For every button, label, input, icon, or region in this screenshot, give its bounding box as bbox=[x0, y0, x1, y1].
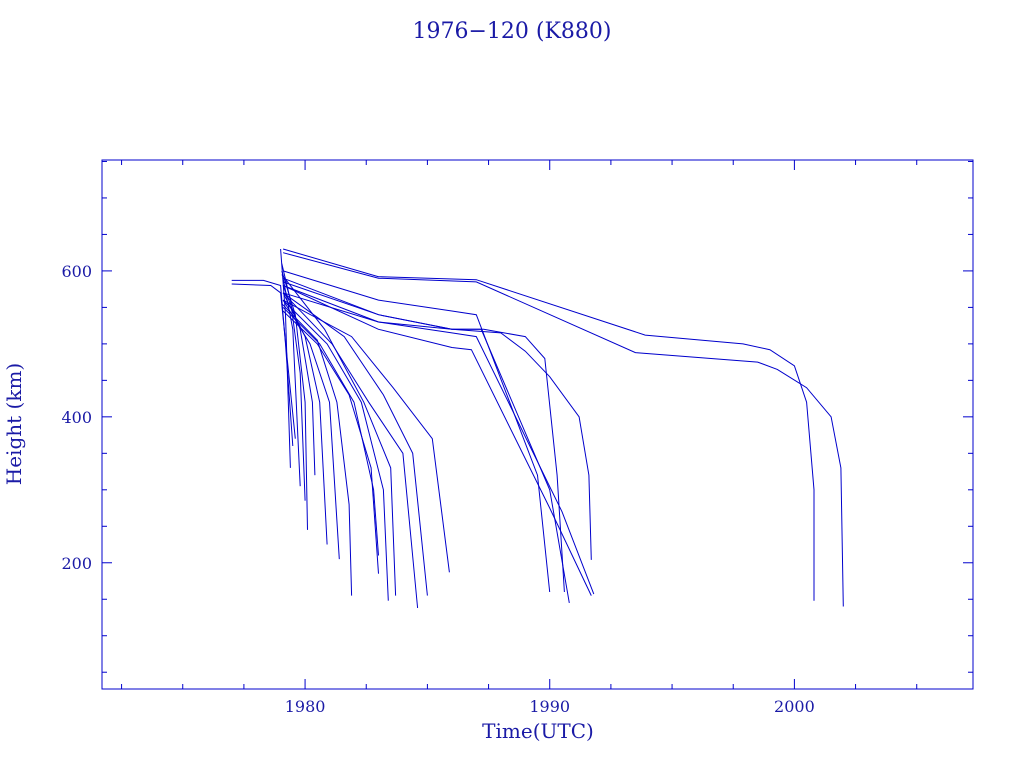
series-line-21 bbox=[282, 285, 592, 596]
series-line-2 bbox=[231, 283, 296, 439]
series-line-25 bbox=[282, 252, 844, 607]
series-line-10 bbox=[281, 303, 353, 596]
series-line-20 bbox=[282, 292, 595, 595]
y-tick-label: 400 bbox=[61, 408, 92, 427]
chart-title: 1976−120 (K880) bbox=[413, 19, 612, 44]
series-line-22 bbox=[282, 281, 565, 593]
y-axis-label: Height (km) bbox=[2, 363, 26, 485]
series-line-17 bbox=[282, 299, 450, 573]
x-tick-label: 1990 bbox=[529, 697, 570, 716]
plot-frame bbox=[101, 159, 974, 690]
series-line-8 bbox=[282, 292, 328, 545]
series-line-15 bbox=[282, 292, 419, 609]
series-line-13 bbox=[282, 299, 389, 601]
x-tick-label: 1980 bbox=[285, 697, 326, 716]
series-line-18 bbox=[282, 270, 551, 593]
series-line-9 bbox=[282, 299, 340, 560]
series-line-4 bbox=[281, 263, 306, 501]
series-line-12 bbox=[282, 307, 379, 556]
plot-area: 1980 1990 2000 200 400 600 bbox=[61, 159, 974, 716]
series-line-16 bbox=[282, 292, 428, 596]
series-line-11 bbox=[282, 310, 379, 574]
series-line-14 bbox=[281, 274, 397, 596]
y-tick-label: 600 bbox=[61, 262, 92, 281]
x-axis-label: Time(UTC) bbox=[482, 719, 594, 743]
series-line-23 bbox=[282, 285, 592, 560]
series-line-6 bbox=[281, 270, 308, 530]
series-line-7 bbox=[282, 285, 316, 476]
x-tick-label: 2000 bbox=[774, 697, 815, 716]
y-tick-label: 200 bbox=[61, 554, 92, 573]
series-line-24 bbox=[282, 248, 815, 601]
